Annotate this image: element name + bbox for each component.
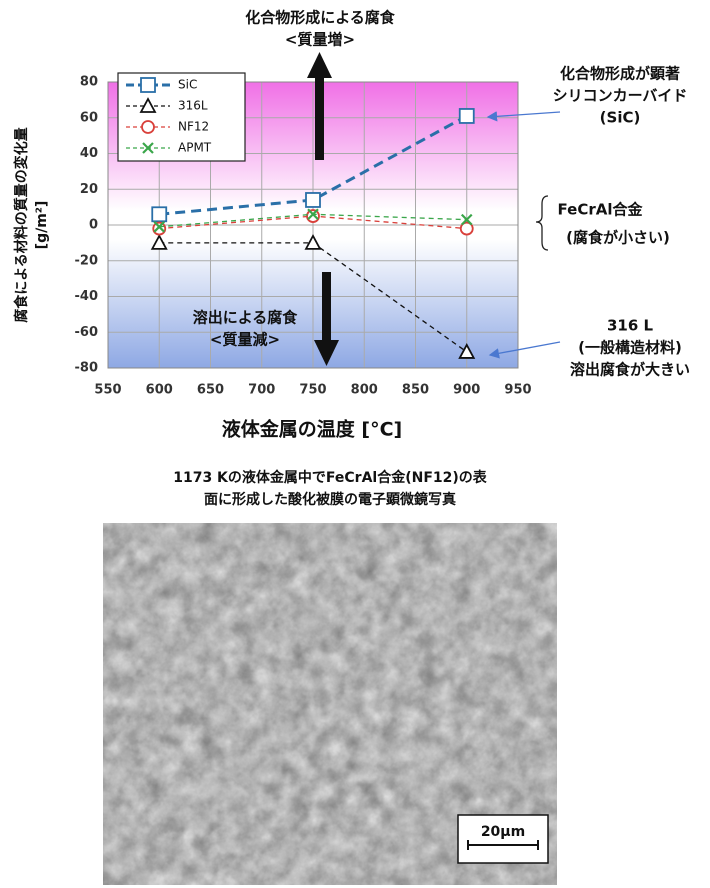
pointer-arrow bbox=[488, 341, 561, 359]
marker bbox=[152, 221, 167, 236]
pointer-arrow bbox=[486, 111, 561, 122]
legend-label: APMT bbox=[178, 141, 212, 155]
caption: 面に形成した酸化被膜の電子顕微鏡写真 bbox=[204, 491, 456, 508]
marker bbox=[150, 233, 168, 250]
series-line bbox=[159, 114, 468, 216]
scale-bar-box bbox=[457, 814, 549, 864]
x-tick-label: 650 bbox=[197, 383, 224, 398]
scale-bar-label: 20μm bbox=[481, 824, 525, 840]
annotation: (SiC) bbox=[600, 109, 641, 127]
down-arrow bbox=[322, 272, 331, 342]
x-tick-label: 600 bbox=[146, 383, 173, 398]
annotation: 化合物形成が顕著 bbox=[560, 65, 680, 83]
legend-label: NF12 bbox=[178, 120, 209, 134]
plot-border bbox=[107, 81, 519, 369]
y-tick-label: -20 bbox=[75, 253, 99, 268]
annotation: 化合物形成による腐食 bbox=[245, 9, 396, 27]
annotation: <質量増> bbox=[285, 31, 355, 49]
x-tick-label: 750 bbox=[299, 383, 326, 398]
marker bbox=[140, 77, 156, 93]
y-tick-label: 0 bbox=[89, 218, 98, 233]
x-tick-label: 800 bbox=[351, 383, 378, 398]
y-tick-label: -80 bbox=[75, 361, 99, 376]
y-tick-label: -40 bbox=[75, 289, 99, 304]
marker bbox=[142, 142, 154, 154]
bracket bbox=[535, 195, 549, 251]
marker bbox=[153, 221, 166, 233]
x-tick-label: 850 bbox=[402, 383, 429, 398]
annotation: 溶出による腐食 bbox=[193, 309, 299, 327]
y-axis-label: [g/m²] bbox=[34, 201, 50, 250]
annotation: (腐食が小さい) bbox=[566, 229, 670, 247]
annotation: <質量減> bbox=[210, 331, 280, 349]
marker bbox=[458, 343, 476, 359]
marker bbox=[304, 233, 322, 250]
down-arrow-head bbox=[314, 340, 339, 366]
marker bbox=[459, 221, 474, 236]
y-tick-label: 20 bbox=[80, 182, 98, 197]
marker bbox=[306, 209, 320, 223]
scale-bar bbox=[467, 840, 539, 850]
annotation: 溶出腐食が大きい bbox=[570, 361, 690, 379]
marker bbox=[460, 213, 473, 226]
marker bbox=[458, 108, 475, 124]
marker bbox=[305, 192, 321, 208]
x-tick-label: 550 bbox=[94, 383, 121, 398]
marker bbox=[141, 120, 155, 134]
up-arrow-head bbox=[307, 52, 332, 78]
marker bbox=[307, 208, 319, 221]
x-axis-label: 液体金属の温度 [°C] bbox=[222, 418, 402, 441]
annotation: 316 L bbox=[607, 317, 654, 335]
y-tick-label: 40 bbox=[80, 146, 98, 161]
legend-label: SiC bbox=[178, 78, 197, 92]
caption: 1173 Kの液体金属中でFeCrAl合金(NF12)の表 bbox=[173, 469, 488, 486]
annotation: シリコンカーバイド bbox=[553, 87, 688, 105]
y-tick-label: -60 bbox=[75, 325, 99, 340]
y-tick-label: 80 bbox=[80, 75, 98, 90]
up-arrow bbox=[315, 75, 324, 160]
marker bbox=[151, 206, 168, 223]
annotation: (一般構造材料) bbox=[578, 339, 682, 357]
y-tick-label: 60 bbox=[80, 110, 98, 125]
y-axis-label: 腐食による材料の質量の変化量 bbox=[13, 127, 30, 323]
marker bbox=[139, 97, 157, 113]
annotation: FeCrAl合金 bbox=[558, 201, 644, 219]
legend-label: 316L bbox=[178, 99, 208, 113]
legend-box bbox=[117, 72, 246, 162]
x-tick-label: 700 bbox=[248, 383, 275, 398]
x-tick-label: 950 bbox=[504, 383, 531, 398]
x-tick-label: 900 bbox=[453, 383, 480, 398]
